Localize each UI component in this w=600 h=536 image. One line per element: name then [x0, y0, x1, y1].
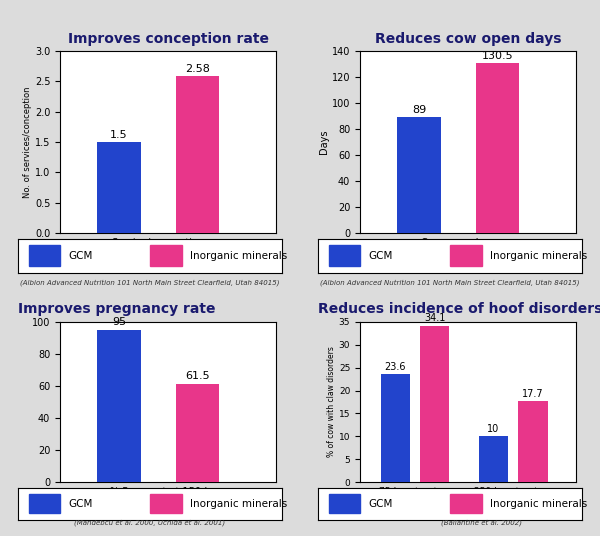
Text: GCM: GCM: [368, 499, 392, 509]
Text: 2.58: 2.58: [185, 64, 210, 74]
Text: Inorganic minerals: Inorganic minerals: [490, 499, 587, 509]
Bar: [397, 117, 440, 233]
Bar: [329, 245, 360, 266]
Text: 23.6: 23.6: [385, 362, 406, 371]
Text: GCM: GCM: [68, 251, 92, 261]
Bar: [29, 245, 60, 266]
Text: 61.5: 61.5: [185, 371, 210, 381]
Text: 89: 89: [412, 105, 426, 115]
Text: Inorganic minerals: Inorganic minerals: [190, 499, 287, 509]
Text: (Mandebcu et al. 2000, Uchida et al. 2001): (Mandebcu et al. 2000, Uchida et al. 200…: [74, 520, 226, 526]
Bar: [420, 326, 449, 482]
Text: 17.7: 17.7: [522, 389, 544, 399]
Bar: [176, 77, 219, 233]
Text: (Albion Advanced Nutrition 101 North Main Street Clearfield, Utah 84015): (Albion Advanced Nutrition 101 North Mai…: [320, 280, 580, 286]
Y-axis label: No. of services/conception: No. of services/conception: [23, 86, 32, 198]
Bar: [29, 494, 60, 513]
Text: 1.5: 1.5: [110, 130, 128, 139]
Bar: [176, 384, 219, 482]
Y-axis label: % of cow with claw disorders: % of cow with claw disorders: [327, 347, 336, 457]
Text: Inorganic minerals: Inorganic minerals: [490, 251, 587, 261]
Bar: [476, 63, 519, 233]
Text: 34.1: 34.1: [424, 314, 445, 323]
Text: GCM: GCM: [368, 251, 392, 261]
Text: 130.5: 130.5: [482, 51, 513, 61]
Text: Improves conception rate: Improves conception rate: [68, 32, 269, 46]
Text: 95: 95: [112, 317, 126, 327]
Text: GCM: GCM: [68, 499, 92, 509]
Bar: [150, 494, 182, 513]
Text: (Albion Advanced Nutrition 101 North Main Street Clearfield, Utah 84015): (Albion Advanced Nutrition 101 North Mai…: [20, 280, 280, 286]
Bar: [450, 245, 482, 266]
Bar: [97, 142, 140, 233]
Text: Inorganic minerals: Inorganic minerals: [190, 251, 287, 261]
Bar: [150, 245, 182, 266]
Bar: [450, 494, 482, 513]
Text: Reduces cow open days: Reduces cow open days: [375, 32, 561, 46]
Bar: [479, 436, 508, 482]
Text: 10: 10: [487, 424, 500, 434]
Y-axis label: Days: Days: [319, 130, 329, 154]
Bar: [380, 374, 410, 482]
Bar: [518, 401, 548, 482]
Bar: [329, 494, 360, 513]
Text: Reduces incidence of hoof disorders: Reduces incidence of hoof disorders: [318, 302, 600, 316]
Text: (Ballantine et al. 2002): (Ballantine et al. 2002): [441, 520, 522, 526]
Text: Improves pregnancy rate: Improves pregnancy rate: [18, 302, 215, 316]
Bar: [97, 330, 140, 482]
